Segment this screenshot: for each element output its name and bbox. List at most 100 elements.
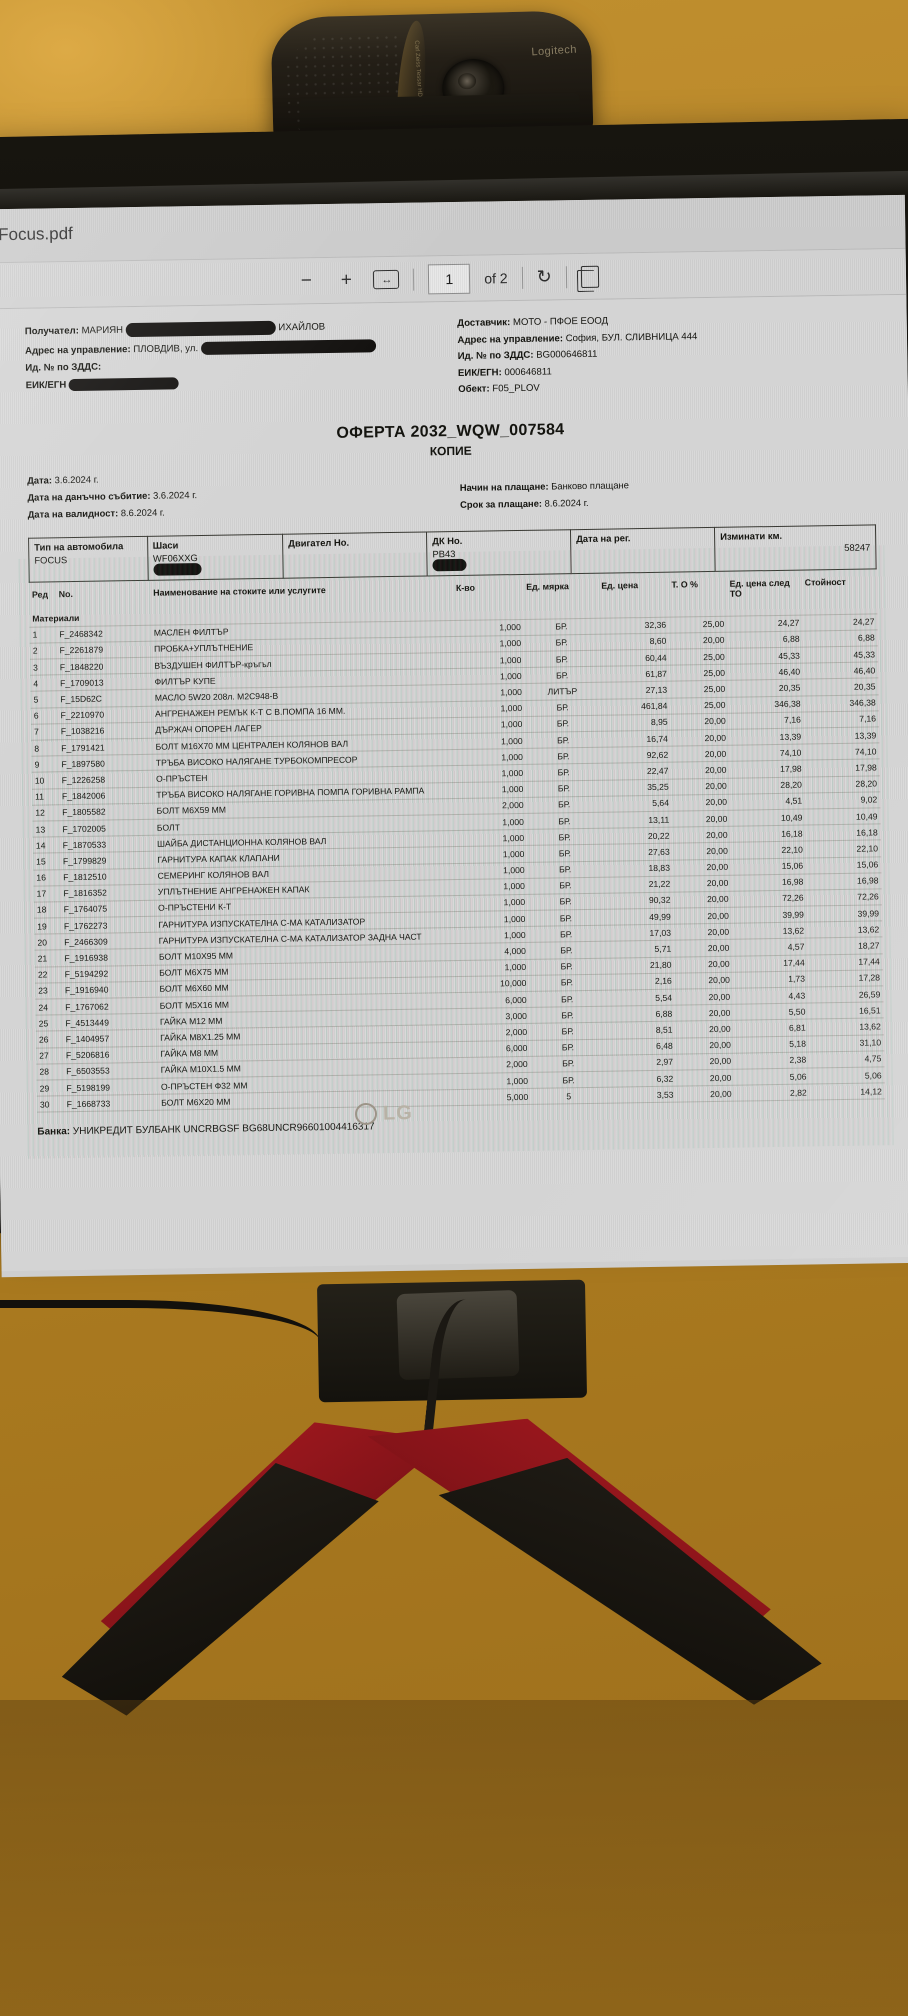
date-label: Дата на данъчно събитие:: [27, 489, 151, 503]
item-price-after: 16,18: [730, 825, 806, 843]
item-qty: 6,000: [460, 1039, 531, 1058]
item-unit: БР.: [526, 828, 603, 846]
supplier-eik-value: 000646811: [504, 365, 552, 378]
monitor-bezel: 20Focus.pdf − + ↔ of 2 ↻: [0, 118, 908, 1278]
redaction-bar: [153, 563, 202, 576]
vehicle-type-cell: Тип на автомобила FOCUS: [28, 535, 148, 582]
zoom-in-icon[interactable]: +: [340, 269, 353, 291]
supplier-eik-label: ЕИК/ЕГН:: [457, 366, 502, 379]
item-unit: БР.: [530, 1022, 606, 1040]
item-no: 9: [31, 755, 59, 773]
item-code: F_1767062: [62, 997, 157, 1015]
page-number-input[interactable]: [428, 263, 471, 294]
item-code: F_1709013: [56, 673, 152, 692]
item-total: 5,06: [809, 1066, 885, 1085]
item-total: 17,44: [807, 953, 883, 971]
item-total: 10,49: [805, 807, 881, 826]
payment-row: Начин на плащане: Банково плащане: [460, 475, 876, 493]
item-price: 13,11: [601, 811, 673, 829]
item-price-after: 13,62: [731, 922, 808, 940]
vehicle-mileage-value: 58247: [844, 540, 871, 553]
item-unit: БР.: [524, 650, 600, 668]
item-no: 4: [30, 675, 58, 692]
item-price: 5,64: [601, 794, 673, 813]
item-discount: 25,00: [670, 696, 729, 714]
supplier-address-line: Адрес на управление: София, БУЛ. СЛИВНИЦ…: [457, 328, 873, 346]
item-discount: 20,00: [671, 777, 730, 795]
item-price: 18,83: [602, 859, 674, 877]
item-no: 16: [33, 869, 61, 886]
vehicle-type-value: FOCUS: [34, 553, 68, 566]
item-price: 49,99: [603, 908, 674, 926]
item-discount: 20,00: [673, 891, 732, 909]
item-total: 9,02: [805, 791, 881, 809]
item-code: F_15D62C: [57, 689, 152, 708]
zoom-out-icon[interactable]: −: [300, 270, 313, 292]
item-price-after: 2,38: [733, 1051, 810, 1070]
item-price-after: 24,27: [727, 614, 803, 633]
item-price: 21,22: [602, 875, 674, 894]
item-unit: БР.: [525, 763, 602, 781]
item-qty: 2,000: [460, 1056, 531, 1074]
item-price: 6,88: [604, 1005, 676, 1023]
item-price: 22,47: [601, 762, 672, 780]
item-price: 6,48: [605, 1037, 676, 1055]
vehicle-regdate-value: [576, 544, 709, 546]
item-discount: 20,00: [675, 1020, 734, 1038]
item-price: 8,95: [600, 713, 671, 732]
webcam-brand-label: Logitech: [531, 43, 578, 59]
item-discount: 20,00: [672, 826, 731, 844]
item-qty: 10,000: [459, 975, 530, 993]
document-title-block: ОФЕРТА 2032_WQW_007584 КОПИЕ: [26, 416, 874, 464]
date-row: Дата на валидност: 8.6.2024 г.: [28, 502, 444, 519]
item-price: 17,03: [603, 924, 675, 942]
item-discount: 20,00: [673, 923, 733, 941]
fit-width-icon[interactable]: ↔: [373, 269, 400, 290]
item-price-after: 1,73: [732, 970, 809, 989]
item-qty: 1,000: [460, 1072, 532, 1090]
supplier-name-line: Доставчик: МОТО - ПФОЕ ЕООД: [457, 311, 873, 329]
item-price: 35,25: [601, 778, 672, 796]
item-price: 27,13: [599, 681, 671, 699]
document-header: Получател: МАРИЯН ИХАЙЛОВ Адрес на управ…: [25, 311, 874, 407]
item-code: F_2466309: [61, 932, 156, 951]
item-discount: 20,00: [670, 713, 729, 731]
item-price: 2,97: [605, 1053, 677, 1072]
item-no: 29: [36, 1079, 64, 1097]
vehicle-vin-value: WF06XXG: [152, 551, 198, 564]
item-code: F_1791421: [58, 738, 153, 756]
vehicle-mileage-header: Изминати км.: [720, 529, 783, 542]
redaction-bar: [68, 376, 179, 391]
item-unit: БР.: [529, 990, 605, 1008]
recipient-vat-line: Ид. № по ЗДДС:: [25, 356, 441, 374]
item-unit: БР.: [527, 844, 603, 862]
item-total: 18,27: [807, 937, 883, 955]
toolbar-divider: [413, 268, 415, 291]
supplier-block: Доставчик: МОТО - ПФОЕ ЕООД Адрес на упр…: [457, 311, 874, 400]
vehicle-plate-cell: ДК Но. PB43: [426, 529, 572, 576]
item-unit: БР.: [530, 1071, 607, 1089]
item-price-after: 5,18: [733, 1035, 810, 1053]
item-qty: 2,000: [456, 797, 527, 815]
item-price-after: 4,51: [729, 792, 806, 811]
browser-tab-title[interactable]: 20Focus.pdf: [0, 223, 73, 245]
item-qty: 2,000: [459, 1023, 531, 1042]
col-price-after: Ед. цена след ТО: [729, 577, 790, 599]
item-discount: 20,00: [675, 1004, 734, 1022]
item-price-after: 16,98: [731, 873, 807, 892]
item-unit: БР.: [529, 957, 605, 976]
item-qty: 1,000: [458, 926, 529, 944]
item-total: 20,35: [803, 678, 879, 696]
item-price-after: 72,26: [731, 889, 807, 908]
rotate-icon[interactable]: ↻: [536, 266, 552, 287]
two-page-icon[interactable]: [580, 265, 599, 288]
item-qty: 1,000: [455, 780, 527, 799]
col-total: Стойност: [804, 576, 846, 588]
item-unit: ЛИТЪР: [524, 682, 601, 701]
item-code: F_1764075: [60, 900, 156, 918]
item-no: 11: [31, 788, 60, 805]
item-price-after: 4,43: [732, 987, 809, 1005]
dates-left-column: Дата: 3.6.2024 г. Дата на данъчно събити…: [27, 468, 443, 526]
supplier-object-value: F05_PLOV: [492, 382, 540, 395]
item-no: 1: [29, 626, 57, 644]
